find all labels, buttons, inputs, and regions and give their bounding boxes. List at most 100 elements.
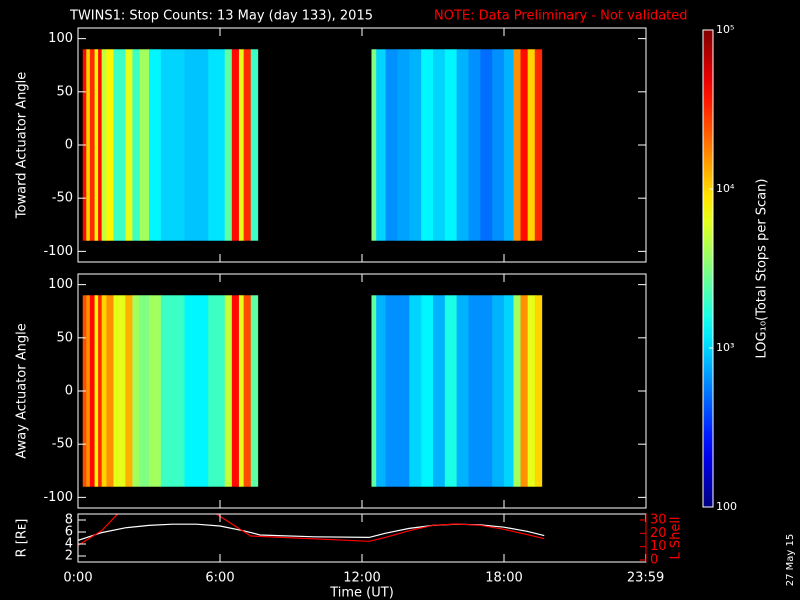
- heatmap-cell: [94, 49, 99, 241]
- heatmap-cell: [98, 295, 102, 487]
- heatmap-cell: [397, 295, 410, 487]
- y-tick-label: -100: [43, 244, 73, 259]
- heatmap-cell: [238, 49, 244, 241]
- heatmap-cell: [101, 295, 107, 487]
- x-tick-label: 18:00: [485, 571, 522, 586]
- heatmap-cell: [444, 49, 457, 241]
- y-axis-label: R [Rᴇ]: [15, 519, 30, 558]
- heatmap-cell: [468, 49, 481, 241]
- title: TWINS1: Stop Counts: 13 May (day 133), 2…: [69, 9, 373, 24]
- heatmap-cell: [160, 49, 185, 241]
- y-tick-label: 0: [65, 138, 73, 153]
- y-tick-label: -100: [43, 490, 73, 505]
- heatmap-cell: [371, 295, 377, 487]
- y-tick-label: -50: [52, 437, 73, 452]
- heatmap-cell: [132, 49, 140, 241]
- colorbar-label: LOG₁₀(Total Stops per Scan): [755, 179, 770, 359]
- heatmap-cell: [409, 295, 422, 487]
- heatmap-cell: [480, 295, 493, 487]
- heatmap-cell: [385, 295, 398, 487]
- heatmap-cell: [208, 295, 226, 487]
- heatmap-cell: [113, 49, 126, 241]
- heatmap-cell: [385, 49, 398, 241]
- heatmap-cell: [94, 295, 99, 487]
- heatmap-cell: [184, 295, 209, 487]
- y2-axis-label: L Shell: [669, 516, 684, 559]
- heatmap-cell: [421, 295, 434, 487]
- heatmap-cell: [433, 295, 446, 487]
- heatmap-cell: [208, 49, 226, 241]
- heatmap-cell: [125, 295, 133, 487]
- heatmap-cell: [433, 49, 446, 241]
- x-tick-label: 12:00: [343, 571, 380, 586]
- y-tick-label: 50: [56, 84, 73, 99]
- heatmap-cell: [444, 295, 457, 487]
- heatmap-cell: [139, 49, 150, 241]
- y-tick-label: 8: [65, 513, 73, 528]
- heatmap-cell: [149, 49, 162, 241]
- heatmap-cell: [456, 295, 469, 487]
- heatmap-cell: [520, 295, 528, 487]
- colorbar-tick-label: 100: [716, 500, 737, 513]
- heatmap-cell: [132, 295, 140, 487]
- heatmap-cell: [98, 49, 102, 241]
- heatmap-cell: [504, 49, 514, 241]
- heatmap-cell: [238, 295, 244, 487]
- y-tick-label: 2: [65, 549, 73, 564]
- colorbar-tick-label: 10⁵: [716, 23, 734, 36]
- heatmap-cell: [231, 295, 240, 487]
- heatmap-cell: [421, 49, 434, 241]
- heatmap-cell: [534, 295, 543, 487]
- y-tick-label: 50: [56, 330, 73, 345]
- y2-tick-label: 0: [650, 553, 658, 568]
- note: NOTE: Data Preliminary - Not validated: [434, 9, 688, 24]
- y-tick-label: -50: [52, 191, 73, 206]
- y-axis-label: Toward Actuator Angle: [15, 72, 30, 219]
- colorbar-tick-label: 10⁴: [716, 182, 735, 195]
- y2-tick-label: 20: [650, 526, 667, 541]
- heatmap-cell: [160, 295, 185, 487]
- heatmap-cell: [480, 49, 493, 241]
- heatmap-cell: [243, 49, 252, 241]
- line-series: [78, 514, 545, 546]
- heatmap-cell: [149, 295, 162, 487]
- y-tick-label: 100: [48, 31, 73, 46]
- heatmap-cell: [513, 49, 521, 241]
- heatmap-cell: [231, 49, 240, 241]
- heatmap-cell: [106, 295, 114, 487]
- heatmap-cell: [101, 49, 107, 241]
- heatmap-cell: [106, 49, 114, 241]
- y-tick-label: 100: [48, 277, 73, 292]
- heatmap-cell: [250, 49, 259, 241]
- x-tick-label: 23:59: [627, 571, 664, 586]
- colorbar: [702, 29, 714, 508]
- y-tick-label: 0: [65, 384, 73, 399]
- heatmap-cell: [534, 49, 543, 241]
- heatmap-cell: [376, 49, 386, 241]
- heatmap-cell: [409, 49, 422, 241]
- colorbar-tick-label: 10³: [716, 341, 734, 354]
- y-axis-label: Away Actuator Angle: [15, 323, 30, 458]
- x-axis-label: Time (UT): [329, 586, 394, 600]
- heatmap-cell: [250, 295, 259, 487]
- heatmap-cell: [184, 49, 209, 241]
- heatmap-cell: [513, 295, 521, 487]
- heatmap-cell: [456, 49, 469, 241]
- heatmap-cell: [376, 295, 386, 487]
- x-tick-label: 6:00: [205, 571, 234, 586]
- y2-tick-label: 30: [650, 513, 667, 528]
- heatmap-cell: [139, 295, 150, 487]
- heatmap-cell: [520, 49, 528, 241]
- heatmap-cell: [89, 49, 95, 241]
- heatmap-cell: [468, 295, 481, 487]
- heatmap-cell: [113, 295, 126, 487]
- heatmap-cell: [86, 49, 91, 241]
- heatmap-cell: [243, 295, 252, 487]
- heatmap-cell: [125, 49, 133, 241]
- heatmap-cell: [527, 295, 536, 487]
- y2-tick-label: 10: [650, 539, 667, 554]
- date-stamp: 27 May 15: [785, 534, 796, 586]
- heatmap-cell: [397, 49, 410, 241]
- y-tick-label: 4: [65, 537, 73, 552]
- heatmap-cell: [504, 295, 514, 487]
